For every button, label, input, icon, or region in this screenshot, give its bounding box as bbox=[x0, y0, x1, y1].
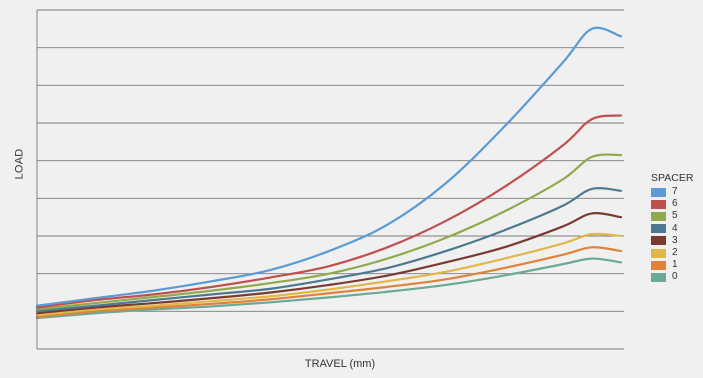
legend-item: 0 bbox=[651, 271, 703, 283]
legend-label: 3 bbox=[672, 234, 678, 246]
series-line-spacer-2 bbox=[35, 232, 623, 317]
legend-swatch bbox=[651, 272, 666, 282]
series-line-spacer-0 bbox=[35, 257, 623, 320]
legend-label: 0 bbox=[672, 271, 678, 283]
series-line-spacer-6 bbox=[35, 114, 623, 309]
legend-label: 2 bbox=[672, 247, 678, 259]
legend-swatch bbox=[651, 211, 666, 221]
legend-title: SPACER bbox=[651, 172, 694, 184]
legend-label: 5 bbox=[672, 210, 678, 222]
series-line-spacer-7 bbox=[35, 26, 623, 307]
legend-swatch bbox=[651, 199, 666, 209]
y-axis-label-box: LOAD bbox=[4, 146, 34, 182]
series-line-spacer-3 bbox=[35, 211, 623, 315]
gridlines bbox=[37, 9, 624, 312]
legend-item: 3 bbox=[651, 235, 703, 247]
legend-label: 1 bbox=[672, 259, 678, 271]
legend-swatch bbox=[651, 224, 666, 234]
legend-item: 4 bbox=[651, 223, 703, 235]
y-axis-label: LOAD bbox=[13, 148, 26, 180]
legend-label: 4 bbox=[672, 222, 678, 234]
series-line-spacer-1 bbox=[35, 246, 623, 319]
x-axis-label: TRAVEL (mm) bbox=[304, 358, 376, 370]
legend-item: 5 bbox=[651, 210, 703, 222]
legend-item: 6 bbox=[651, 198, 703, 210]
series-line-spacer-4 bbox=[35, 187, 623, 313]
legend-label: 7 bbox=[672, 186, 678, 198]
legend-item: 7 bbox=[651, 186, 703, 198]
legend-item: 2 bbox=[651, 247, 703, 259]
legend-label: 6 bbox=[672, 198, 678, 210]
series-lines bbox=[35, 26, 623, 320]
legend-swatch bbox=[651, 187, 666, 197]
legend-swatch bbox=[651, 248, 666, 258]
legend-swatch bbox=[651, 260, 666, 270]
legend-item: 1 bbox=[651, 259, 703, 271]
series-line-spacer-5 bbox=[35, 153, 623, 311]
legend-swatch bbox=[651, 236, 666, 246]
plot-frame bbox=[36, 10, 624, 350]
